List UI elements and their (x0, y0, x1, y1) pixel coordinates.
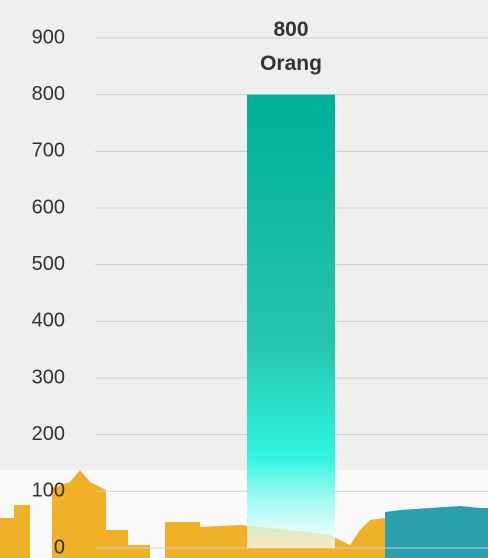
y-tick-label: 400 (32, 310, 65, 332)
bar (247, 94, 335, 549)
y-tick-label: 200 (32, 423, 65, 445)
y-tick-label: 0 (54, 536, 65, 558)
y-tick-label: 500 (32, 253, 65, 275)
y-tick-label: 600 (32, 196, 65, 218)
y-tick-label: 700 (32, 140, 65, 162)
y-tick-label: 100 (32, 480, 65, 502)
y-tick-label: 300 (32, 366, 65, 388)
data-label: 800 Orang (260, 17, 322, 75)
y-tick-label: 800 (32, 83, 65, 105)
background (0, 0, 488, 470)
y-tick-label: 900 (32, 26, 65, 48)
